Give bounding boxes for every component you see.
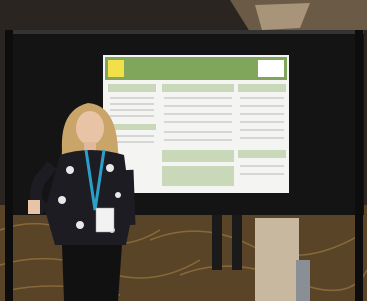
pants xyxy=(62,245,122,301)
photo xyxy=(0,0,367,301)
poster-logo xyxy=(258,60,284,77)
person-leg xyxy=(232,215,242,270)
name-badge xyxy=(96,208,114,232)
board-post xyxy=(5,30,13,301)
bag xyxy=(296,260,310,301)
person-pants xyxy=(255,218,299,301)
page xyxy=(0,0,367,301)
board-frame xyxy=(8,30,364,34)
person-leg xyxy=(212,215,222,270)
arm xyxy=(128,170,130,225)
board-post xyxy=(355,30,363,301)
poster-logo xyxy=(108,60,124,77)
hand xyxy=(28,200,40,214)
face xyxy=(76,111,104,145)
